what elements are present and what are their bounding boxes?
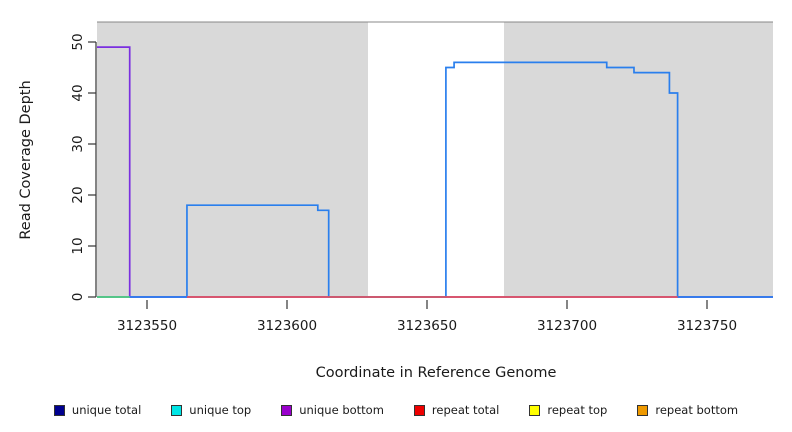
- legend-label: repeat total: [431, 403, 500, 417]
- shaded-region-right: [504, 22, 773, 297]
- y-axis: 50 40 30 20 10 0 Read Coverage Depth: [18, 33, 97, 302]
- series-line-unique-total: [97, 61, 773, 298]
- y-tick-label-10: 10: [70, 237, 86, 254]
- plot-background: [97, 21, 773, 297]
- y-tick-label-20: 20: [70, 186, 86, 203]
- legend: unique total unique top unique bottom repea…: [0, 398, 792, 422]
- legend-item-repeat-total[interactable]: repeat total: [413, 403, 500, 417]
- x-tick-label-3123550: 3123550: [117, 318, 177, 334]
- x-tick-label-3123700: 3123700: [537, 318, 597, 334]
- legend-swatch-icon: [281, 404, 293, 416]
- y-tick-label-50: 50: [70, 33, 86, 50]
- x-axis-title: Coordinate in Reference Genome: [316, 365, 557, 381]
- legend-swatch-icon: [171, 404, 183, 416]
- legend-swatch-icon: [413, 404, 425, 416]
- y-axis-title: Read Coverage Depth: [18, 80, 34, 239]
- legend-swatch-icon: [637, 404, 649, 416]
- legend-item-repeat-top[interactable]: repeat top: [529, 403, 607, 417]
- data-series-group: [97, 46, 773, 298]
- legend-label: repeat top: [547, 403, 608, 417]
- x-axis: 3123550 3123600 3123650 3123700 3123750 …: [117, 300, 737, 381]
- y-tick-label-30: 30: [70, 135, 86, 152]
- legend-label: unique bottom: [299, 403, 384, 417]
- y-tick-label-40: 40: [70, 84, 86, 101]
- shaded-region-left: [97, 22, 368, 297]
- legend-label: unique total: [71, 403, 142, 417]
- y-tick-label-0: 0: [70, 293, 86, 302]
- legend-item-unique-bottom[interactable]: unique bottom: [281, 403, 384, 417]
- legend-label: unique top: [189, 403, 252, 417]
- legend-item-repeat-bottom[interactable]: repeat bottom: [637, 403, 738, 417]
- legend-item-unique-top[interactable]: unique top: [171, 403, 251, 417]
- x-tick-label-3123600: 3123600: [257, 318, 317, 334]
- unshaded-region-middle: [368, 22, 504, 297]
- x-tick-label-3123750: 3123750: [677, 318, 737, 334]
- x-tick-label-3123650: 3123650: [397, 318, 457, 334]
- legend-item-unique-total[interactable]: unique total: [53, 403, 142, 417]
- legend-swatch-icon: [529, 404, 541, 416]
- legend-swatch-icon: [53, 404, 65, 416]
- legend-label: repeat bottom: [655, 403, 739, 417]
